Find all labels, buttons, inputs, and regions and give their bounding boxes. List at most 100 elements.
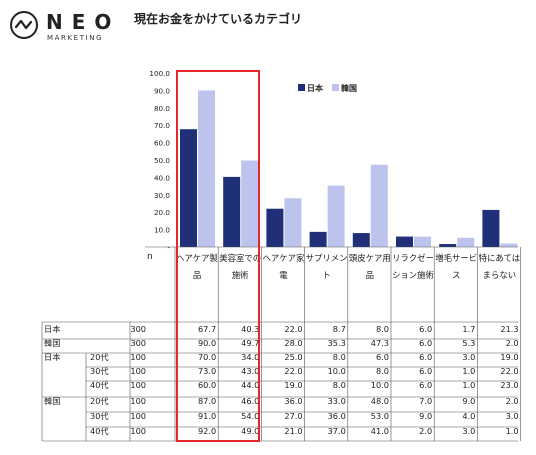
table-cell-value: 2.0 [419,426,433,436]
y-tick-label: 50.0 [154,156,170,165]
table-cell-value: 67.7 [197,324,217,334]
legend-swatch [332,84,339,91]
table-cell-value: 49.0 [241,426,260,436]
y-tick-label: 90.0 [154,86,170,95]
table-n-value: 100 [130,411,146,421]
table-cell-value: 22.0 [284,366,303,376]
table-cell-value: 6.0 [419,338,433,348]
table-cell-value: 37.0 [327,426,346,436]
table-n-value: 300 [130,324,146,334]
table-cell-value: 49.7 [241,338,260,348]
y-tick-label: 10.0 [154,226,170,235]
table-cell-value: 92.0 [197,426,217,436]
table-cell-value: 40.3 [241,324,260,334]
category-label: 頭皮ケア用品 [348,253,391,280]
table-group-label: 韓国 [44,338,61,348]
bar-korea [241,160,259,247]
table-n-value: 300 [130,338,146,348]
bar-korea [198,90,215,248]
table-cell-value: 21.3 [500,324,519,334]
table-cell-value: 10.0 [327,366,346,376]
table-cell-value: 4.0 [462,411,476,421]
table-cell-value: 35.3 [327,338,346,348]
table-cell-value: 70.0 [197,352,217,362]
bar-korea [457,237,475,247]
category-label: ヘアケア家電 [262,253,305,280]
table-cell-value: 8.0 [375,324,389,334]
table-cell-value: 25.0 [284,352,303,362]
table-cell-value: 6.0 [375,352,389,362]
bar-korea [327,185,345,247]
table-cell-value: 91.0 [197,411,217,421]
table-cell-value: 8.0 [332,352,346,362]
y-tick-label: 20.0 [154,208,170,217]
table-cell-value: 33.0 [327,396,346,406]
table-cell-value: 34.0 [241,352,260,362]
page-title: 現在お金をかけているカテゴリ [134,12,303,26]
n-header: n [147,252,153,262]
y-tick-label: 70.0 [154,121,170,130]
legend-label: 韓国 [341,83,357,93]
table-cell-value: 1.7 [462,324,476,334]
category-label: 美容室での施術 [219,253,262,280]
legend-label: 日本 [307,83,323,93]
table-cell-value: 19.0 [500,352,519,362]
table-cell-value: 22.0 [284,324,303,334]
table-n-value: 100 [130,426,146,436]
table-cell-value: 5.3 [462,338,476,348]
table-sub-label: 40代 [90,380,109,390]
y-tick-label: 100.0 [149,69,170,78]
table-group-label: 日本 [44,352,61,362]
table-cell-value: 6.0 [419,324,433,334]
bar-japan [180,129,197,247]
table-cell-value: 1.0 [462,380,476,390]
table-cell-value: 73.0 [197,366,217,376]
table-cell-value: 10.0 [370,380,389,390]
table-cell-value: 1.0 [462,366,476,376]
bar-japan [223,176,241,247]
table-cell-value: 2.0 [505,396,519,406]
table-cell-value: 53.0 [370,411,389,421]
bar-korea [370,164,388,247]
table-cell-value: 7.0 [419,396,433,406]
table-sub-label: 30代 [90,411,109,421]
table-cell-value: 44.0 [241,380,260,390]
table-cell-value: 19.0 [284,380,303,390]
bar-japan [482,209,500,247]
logo-name: NEO [46,10,121,34]
bar-korea [414,236,431,247]
category-label: リラクゼーション施術 [392,253,434,280]
y-tick-label: 80.0 [154,104,170,113]
table-cell-value: 8.0 [332,380,346,390]
bar-korea [284,198,302,247]
bar-japan [352,233,370,247]
table-cell-value: 23.0 [500,380,519,390]
table-cell-value: 43.0 [241,366,260,376]
table-cell-value: 60.0 [197,380,217,390]
category-label: 特にあてはまらない [478,253,521,280]
bar-japan [396,236,413,247]
table-cell-value: 36.0 [327,411,346,421]
table-sub-label: 40代 [90,426,109,436]
table-group-label: 韓国 [44,396,61,406]
y-tick-label: 60.0 [154,139,170,148]
brand-logo: NEO MARKETING [10,8,111,46]
table-cell-value: 48.0 [370,396,389,406]
table-cell-value: 9.0 [419,411,433,421]
table-group-label: 日本 [44,324,61,334]
table-cell-value: 6.0 [419,352,433,362]
bar-japan [309,231,327,247]
table-cell-value: 36.0 [284,396,303,406]
y-tick-label: - [167,243,170,252]
bar-korea [500,243,518,247]
table-cell-value: 8.7 [332,324,346,334]
table-cell-value: 3.0 [505,411,519,421]
bar-japan [266,208,284,247]
table-cell-value: 6.0 [419,380,433,390]
legend-swatch [298,84,305,91]
table-sub-label: 20代 [90,352,109,362]
table-sub-label: 20代 [90,396,109,406]
table-cell-value: 3.0 [462,352,476,362]
table-cell-value: 22.0 [500,366,519,376]
